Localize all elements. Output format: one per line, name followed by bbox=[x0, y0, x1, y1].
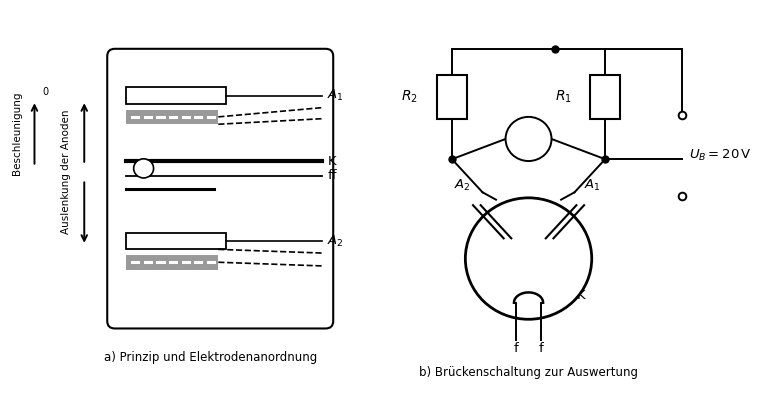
Circle shape bbox=[506, 117, 552, 161]
Bar bbox=[126, 255, 218, 270]
Text: $A_1$: $A_1$ bbox=[328, 88, 344, 104]
Bar bbox=[126, 233, 226, 249]
Text: Beschleunigung: Beschleunigung bbox=[12, 92, 22, 175]
Text: $R_2$: $R_2$ bbox=[401, 88, 418, 105]
Text: K: K bbox=[576, 289, 585, 302]
Bar bbox=[126, 88, 226, 104]
Text: f: f bbox=[538, 342, 544, 355]
Text: ff: ff bbox=[328, 169, 337, 182]
Text: a) Prinzip und Elektrodenanordnung: a) Prinzip und Elektrodenanordnung bbox=[104, 352, 317, 364]
Text: $A_2$: $A_2$ bbox=[453, 178, 470, 192]
Circle shape bbox=[465, 198, 592, 319]
Bar bbox=[437, 74, 467, 119]
FancyBboxPatch shape bbox=[107, 49, 333, 328]
Text: f: f bbox=[513, 342, 519, 355]
Circle shape bbox=[134, 159, 154, 178]
Text: 0: 0 bbox=[42, 87, 48, 97]
Text: b) Brückenschaltung zur Auswertung: b) Brückenschaltung zur Auswertung bbox=[419, 366, 638, 379]
Bar bbox=[126, 110, 218, 124]
Text: $A_2$: $A_2$ bbox=[328, 234, 344, 249]
Text: Auslenkung der Anoden: Auslenkung der Anoden bbox=[61, 110, 71, 234]
Text: $A_1$: $A_1$ bbox=[584, 178, 601, 192]
Text: $R_1$: $R_1$ bbox=[555, 88, 571, 105]
Text: K: K bbox=[328, 154, 336, 168]
Bar bbox=[590, 74, 620, 119]
Text: $U_B = 20\,\mathrm{V}$: $U_B = 20\,\mathrm{V}$ bbox=[689, 148, 752, 163]
